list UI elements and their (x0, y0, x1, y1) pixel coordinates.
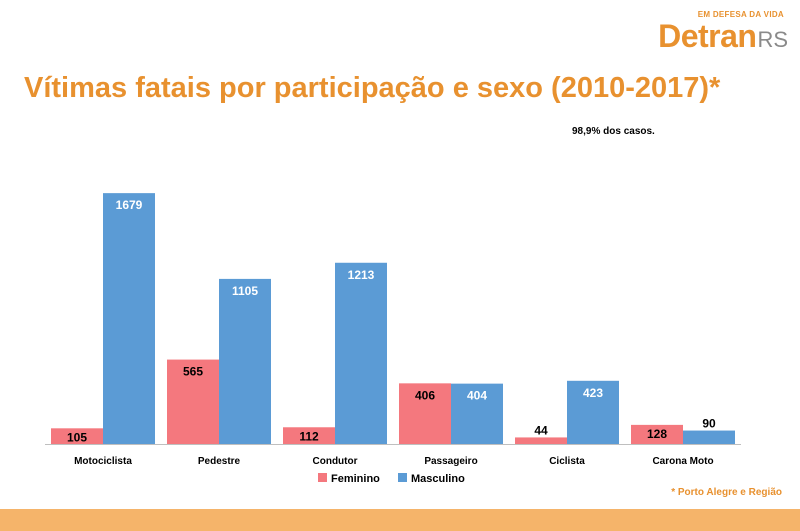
chart-title: Vítimas fatais por participação e sexo (… (24, 72, 721, 104)
bar-value-label: 1213 (348, 268, 375, 282)
bar-feminino-passageiro (399, 383, 451, 444)
bar-value-label: 112 (299, 429, 319, 443)
bar-value-label: 128 (647, 427, 667, 441)
footer-note: * Porto Alegre e Região (671, 487, 782, 498)
detran-logo: EM DEFESA DA VIDA DetranRS (628, 10, 788, 54)
category-label: Passageiro (424, 456, 477, 467)
bar-value-label: 565 (183, 365, 203, 379)
bar-feminino-ciclista (515, 437, 567, 444)
legend-label-feminino: Feminino (331, 473, 380, 485)
category-label: Pedestre (198, 456, 241, 467)
bar-masculino-pedestre (219, 278, 271, 444)
bar-masculino-passageiro (451, 383, 503, 444)
bar-masculino-condutor (335, 262, 387, 444)
logo-name-suffix: RS (757, 27, 788, 52)
bar-masculino-motociclista (103, 193, 155, 444)
coverage-note: 98,9% dos casos. (572, 126, 655, 137)
legend-label-masculino: Masculino (411, 473, 465, 485)
bar-value-label: 1679 (116, 198, 143, 212)
legend-swatch-feminino (318, 473, 327, 482)
bar-feminino-motociclista (51, 428, 103, 444)
logo-tagline: EM DEFESA DA VIDA (697, 10, 784, 19)
bar-value-label: 44 (534, 423, 548, 437)
logo-name-main: Detran (658, 18, 757, 54)
bar-value-label: 423 (583, 386, 603, 400)
legend-swatch-masculino (398, 473, 407, 482)
bar-value-label: 404 (467, 389, 487, 403)
bar-value-label: 105 (67, 430, 87, 444)
logo-wordmark: DetranRS (658, 18, 788, 55)
bar-value-label: 406 (415, 388, 435, 402)
bar-feminino-pedestre (167, 359, 219, 444)
bottom-band (0, 509, 800, 531)
bar-feminino-condutor (283, 427, 335, 444)
category-label: Condutor (313, 456, 358, 467)
bar-value-label: 90 (702, 417, 716, 431)
bar-masculino-carona-moto (683, 430, 735, 444)
category-label: Carona Moto (652, 456, 713, 467)
category-label: Ciclista (549, 456, 585, 467)
category-label: Motociclista (74, 456, 132, 467)
bar-masculino-ciclista (567, 380, 619, 444)
bar-value-label: 1105 (232, 284, 258, 298)
bar-feminino-carona-moto (631, 424, 683, 444)
